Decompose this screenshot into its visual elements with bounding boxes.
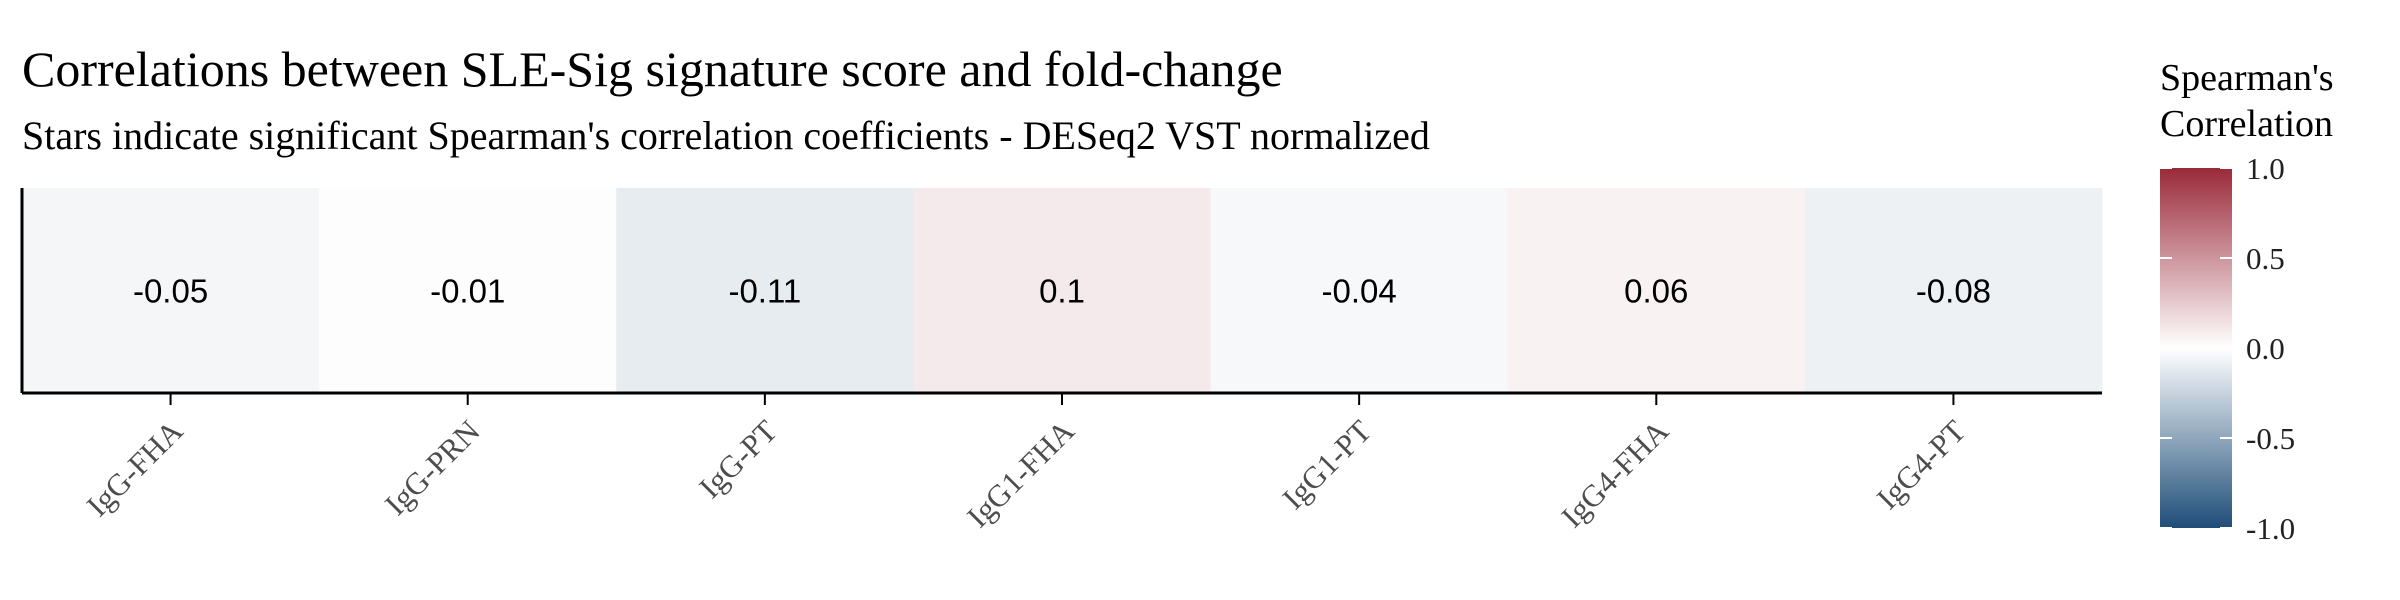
x-tick-label: IgG1-FHA bbox=[960, 413, 1081, 534]
x-tick-label: IgG-PRN bbox=[378, 413, 487, 522]
legend-tick-label: -1.0 bbox=[2246, 511, 2295, 546]
legend-tick-label: 0.0 bbox=[2246, 331, 2285, 366]
legend-title-line2: Correlation bbox=[2160, 103, 2333, 145]
heatmap-cell bbox=[1507, 188, 1806, 393]
legend-title-line1: Spearman's bbox=[2160, 57, 2334, 99]
cell-value-label: 0.1 bbox=[1039, 273, 1085, 310]
x-tick-label: IgG4-PT bbox=[1870, 413, 1973, 516]
heatmap-cell bbox=[913, 188, 1212, 393]
x-tick-label: IgG-PT bbox=[692, 413, 784, 505]
x-tick-label: IgG-FHA bbox=[80, 413, 190, 523]
chart-subtitle: Stars indicate significant Spearman's co… bbox=[22, 113, 1430, 158]
cell-value-label: -0.08 bbox=[1916, 273, 1991, 310]
heatmap-cell bbox=[1804, 188, 2103, 393]
x-tick-label: IgG4-FHA bbox=[1554, 413, 1675, 534]
heatmap-cell bbox=[22, 188, 320, 393]
chart-title: Correlations between SLE-Sig signature s… bbox=[22, 41, 1283, 97]
cell-value-label: 0.06 bbox=[1624, 273, 1688, 310]
heatmap-cell bbox=[319, 188, 617, 393]
heatmap-cell bbox=[616, 188, 914, 393]
legend-tick-label: -0.5 bbox=[2246, 421, 2295, 456]
legend-tick-label: 0.5 bbox=[2246, 241, 2285, 276]
heatmap-cell bbox=[1210, 188, 1509, 393]
legend-tick-label: 1.0 bbox=[2246, 151, 2285, 186]
cell-value-label: -0.05 bbox=[133, 273, 208, 310]
x-tick-label: IgG1-PT bbox=[1275, 413, 1378, 516]
cell-value-label: -0.04 bbox=[1322, 273, 1397, 310]
cell-value-label: -0.11 bbox=[728, 273, 801, 310]
cell-value-label: -0.01 bbox=[430, 273, 505, 310]
